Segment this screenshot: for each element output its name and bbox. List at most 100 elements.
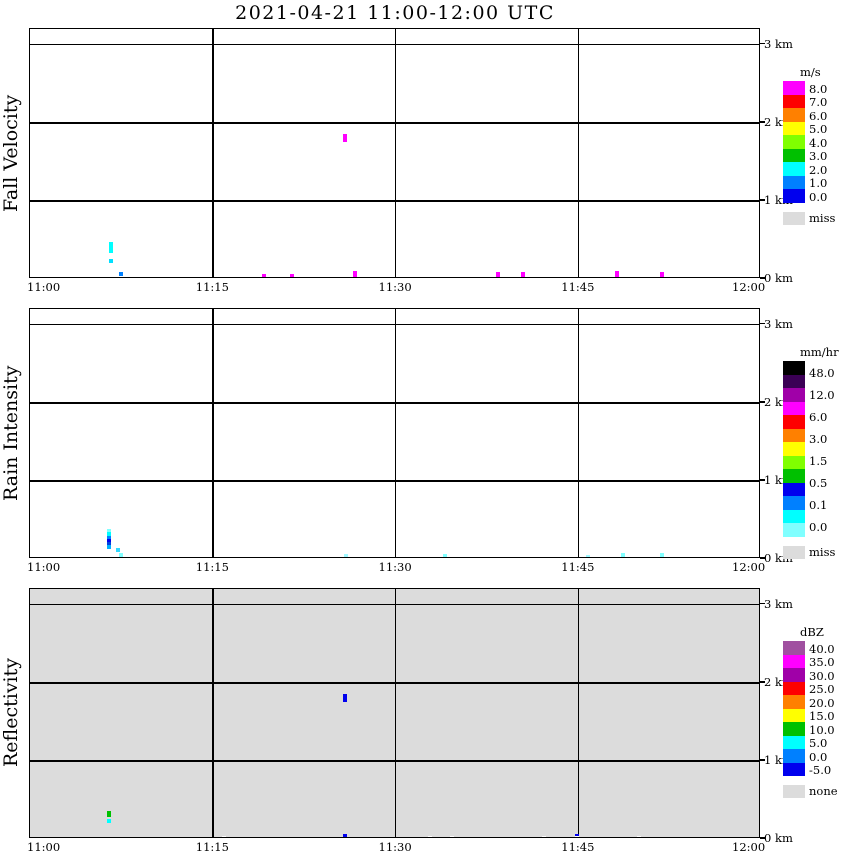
- gridline-horizontal: [30, 200, 759, 202]
- y-axis-tick-mark: [760, 277, 765, 279]
- data-cell: [157, 836, 162, 837]
- colorbar-tick-label: -5.0: [809, 763, 832, 778]
- gridline-horizontal: [30, 760, 759, 762]
- data-cell: [660, 552, 665, 557]
- data-cell: [521, 271, 526, 277]
- y-axis-tick-label: 3 km: [764, 316, 793, 331]
- colorbar-unit-label: m/s: [800, 65, 821, 79]
- colorbar-band: [783, 641, 805, 655]
- colorbar-missing-label: none: [809, 784, 838, 798]
- x-axis-tick-label: 12:00: [732, 840, 766, 854]
- data-cell: [119, 271, 124, 276]
- colorbar-band: [783, 175, 805, 189]
- data-cell: [673, 836, 678, 837]
- colorbar-band: [783, 415, 805, 429]
- colorbar-band: [783, 108, 805, 122]
- colorbar-tick-label: 40.0: [809, 641, 835, 656]
- y-axis-tick-mark: [760, 479, 765, 481]
- colorbar-band: [783, 135, 805, 149]
- colorbar-missing-swatch: [783, 785, 805, 798]
- gridline-horizontal: [30, 603, 759, 606]
- x-axis-tick-label: 11:15: [195, 560, 229, 574]
- gridline-vertical: [212, 589, 214, 837]
- data-cell: [401, 836, 406, 837]
- colorbar-tick-label: 4.0: [809, 135, 828, 150]
- data-cell: [289, 273, 294, 277]
- x-axis-tick-label: 11:30: [378, 560, 412, 574]
- data-cell: [106, 544, 111, 549]
- colorbar-band: [783, 361, 805, 375]
- x-axis-tick-label: 11:45: [561, 560, 595, 574]
- gridline-horizontal: [30, 682, 759, 684]
- x-axis-tick-label: 11:00: [27, 560, 61, 574]
- colorbar-band: [783, 695, 805, 709]
- data-cell: [316, 836, 321, 837]
- colorbar-band: [783, 121, 805, 135]
- y-axis-tick-mark: [760, 42, 765, 45]
- data-cell: [443, 554, 447, 557]
- colorbar-tick-label: 6.0: [809, 409, 828, 424]
- data-cell: [496, 271, 501, 277]
- data-cell: [585, 555, 590, 557]
- gridline-vertical: [577, 309, 579, 557]
- x-axis-tick-label: 11:30: [378, 280, 412, 294]
- colorbar-missing-label: miss: [809, 544, 836, 559]
- data-cell: [450, 835, 455, 837]
- panel-label-reflectivity: Reflectivity: [0, 658, 22, 768]
- x-axis-tick-label: 12:00: [732, 280, 766, 294]
- gridline-horizontal: [30, 43, 759, 46]
- colorbar-tick-label: 0.0: [809, 519, 828, 534]
- data-cell: [342, 693, 347, 703]
- chart-title: 2021-04-21 11:00-12:00 UTC: [235, 2, 555, 24]
- colorbar-tick-label: 0.5: [809, 475, 828, 490]
- data-cell: [574, 835, 579, 837]
- data-cell: [607, 836, 612, 837]
- colorbar-band: [783, 681, 805, 695]
- colorbar-band: [783, 388, 805, 402]
- colorbar-band: [783, 654, 805, 668]
- data-cell: [262, 273, 267, 277]
- data-cell: [119, 552, 124, 557]
- data-cell: [108, 242, 113, 254]
- colorbar-band: [783, 735, 805, 749]
- data-cell: [138, 836, 143, 837]
- colorbar-fv: [783, 81, 805, 203]
- plot-panel-fall-velocity[interactable]: [29, 28, 760, 278]
- data-cell: [691, 836, 696, 837]
- colorbar-band: [783, 469, 805, 483]
- data-cell: [106, 541, 111, 546]
- colorbar-tick-label: 1.0: [809, 176, 828, 191]
- colorbar-tick-label: 25.0: [809, 682, 835, 697]
- colorbar-band: [783, 148, 805, 162]
- gridline-vertical: [577, 589, 579, 837]
- y-axis-tick-mark: [760, 681, 765, 683]
- x-axis-tick-label: 12:00: [732, 560, 766, 574]
- y-axis-tick-label: 3 km: [764, 36, 793, 51]
- plot-panel-reflectivity[interactable]: [29, 588, 760, 838]
- y-axis-tick-mark: [760, 121, 765, 123]
- panel-label-fall-velocity: Fall Velocity: [0, 94, 22, 212]
- y-axis-tick-mark: [760, 759, 765, 761]
- gridline-horizontal: [30, 402, 759, 404]
- y-axis-tick-label: 0 km: [764, 271, 793, 285]
- colorbar-band: [783, 455, 805, 469]
- gridline-vertical: [394, 309, 397, 557]
- gridline-vertical: [212, 309, 214, 557]
- x-axis-tick-label: 11:00: [27, 280, 61, 294]
- colorbar-missing-swatch: [783, 211, 805, 225]
- gridline-vertical: [394, 29, 397, 277]
- plot-panel-rain-intensity[interactable]: [29, 308, 760, 558]
- colorbar-tick-label: 3.0: [809, 149, 828, 164]
- colorbar-tick-label: 35.0: [809, 655, 835, 670]
- y-axis-tick-mark: [760, 401, 765, 403]
- data-cell: [497, 836, 502, 837]
- data-cell: [660, 271, 665, 277]
- colorbar-tick-label: 7.0: [809, 95, 828, 110]
- colorbar-band: [783, 482, 805, 496]
- gridline-horizontal: [30, 480, 759, 482]
- colorbar-tick-label: 3.0: [809, 431, 828, 446]
- colorbar-tick-label: 2.0: [809, 162, 828, 177]
- data-cell: [574, 833, 579, 837]
- data-cell: [620, 552, 625, 557]
- colorbar-tick-label: 0.1: [809, 497, 828, 512]
